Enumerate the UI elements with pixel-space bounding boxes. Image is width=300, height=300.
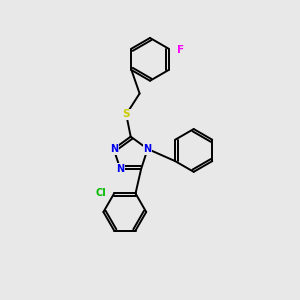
Text: N: N	[144, 144, 152, 154]
Text: Cl: Cl	[95, 188, 106, 198]
Text: N: N	[110, 144, 118, 154]
Text: F: F	[177, 45, 184, 55]
Text: S: S	[122, 109, 130, 119]
Text: N: N	[116, 164, 124, 174]
